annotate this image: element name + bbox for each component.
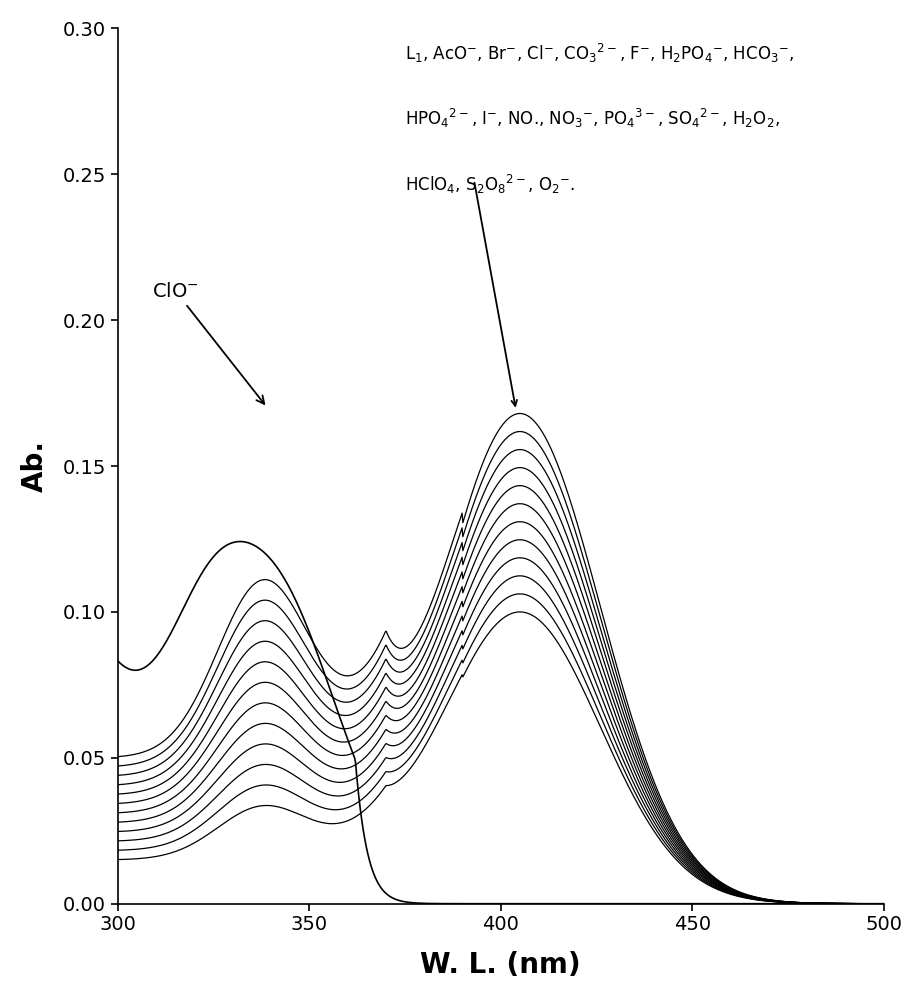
- Text: L$_1$, AcO$^{-}$, Br$^{-}$, Cl$^{-}$, CO$_3$$^{2-}$, F$^{-}$, H$_2$PO$_4$$^{-}$,: L$_1$, AcO$^{-}$, Br$^{-}$, Cl$^{-}$, CO…: [405, 41, 795, 65]
- Y-axis label: Ab.: Ab.: [21, 440, 49, 492]
- X-axis label: W. L. (nm): W. L. (nm): [421, 951, 581, 979]
- Text: HClO$_4$, S$_2$O$_8$$^{2-}$, O$_2$$^{-}$.: HClO$_4$, S$_2$O$_8$$^{2-}$, O$_2$$^{-}$…: [405, 173, 575, 196]
- Text: HPO$_4$$^{2-}$, I$^{-}$, NO., NO$_3$$^{-}$, PO$_4$$^{3-}$, SO$_4$$^{2-}$, H$_2$O: HPO$_4$$^{2-}$, I$^{-}$, NO., NO$_3$$^{-…: [405, 107, 780, 130]
- Text: ClO$^{-}$: ClO$^{-}$: [152, 282, 264, 404]
